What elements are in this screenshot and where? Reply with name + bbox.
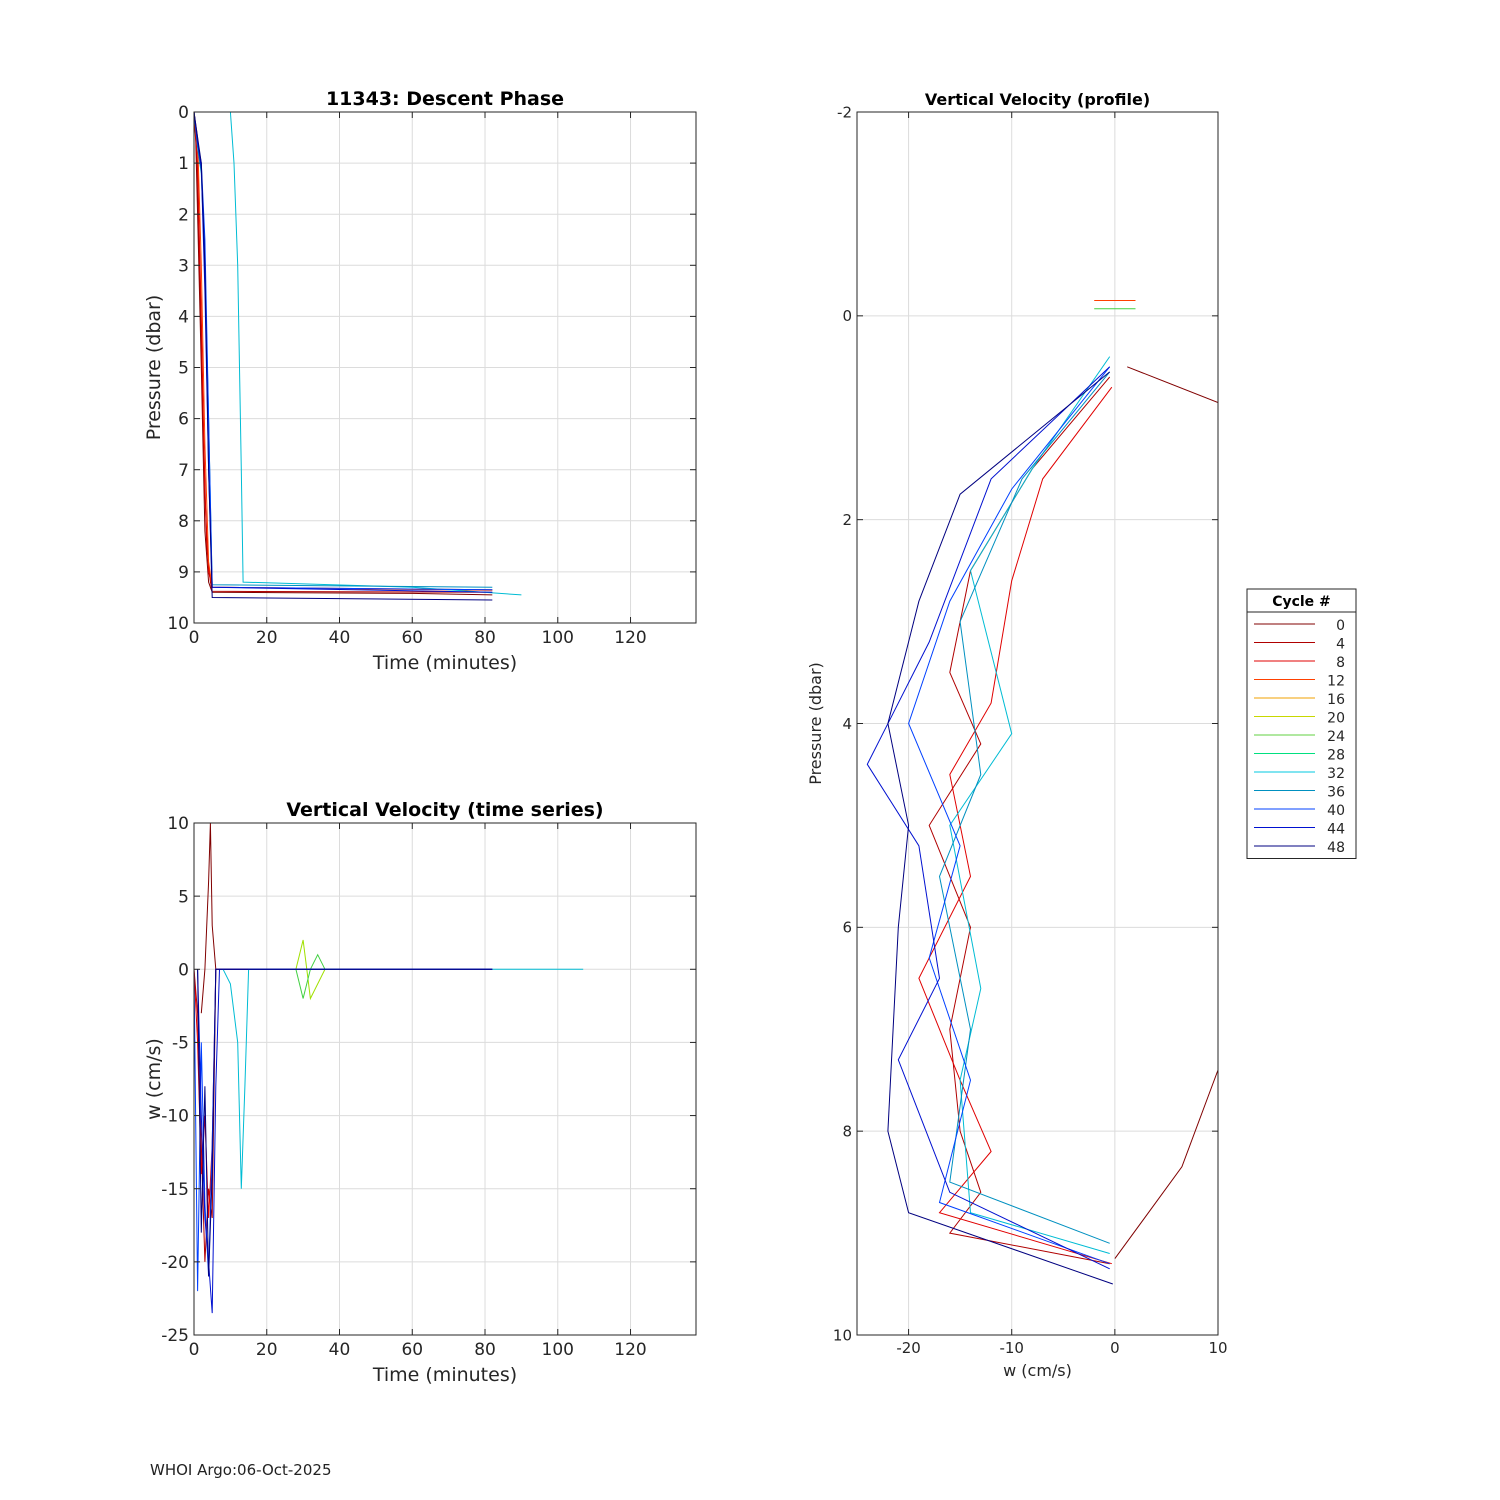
axes-frame (193, 822, 697, 1336)
x-tick-label: 40 (329, 1340, 351, 1360)
x-tick-label: 60 (401, 1340, 423, 1360)
legend-label-cycle-28: 28 (1327, 748, 1345, 764)
x-tick-label: 0 (189, 628, 200, 648)
x-tick-label: 120 (614, 1340, 646, 1360)
x-tick-label: 60 (401, 628, 423, 648)
y-tick-label: 0 (178, 103, 189, 123)
descent-phase-axes: 0 20 40 60 80 100 120 0 1 2 3 4 5 6 7 8 9 10 11343: Descen… (143, 88, 697, 674)
legend-label-cycle-16: 16 (1327, 692, 1345, 708)
legend-label-cycle-0: 0 (1336, 618, 1345, 634)
x-axis-label: Time (minutes) (372, 652, 517, 674)
axes-background (194, 823, 696, 1335)
x-tick-label: 80 (474, 1340, 496, 1360)
x-tick-label: 10 (1208, 1339, 1227, 1357)
legend-title: Cycle # (1272, 594, 1331, 610)
x-tick-label: 120 (614, 628, 646, 648)
y-tick-label: 10 (833, 1326, 852, 1344)
x-tick-label: 100 (542, 1340, 574, 1360)
y-tick-label: 7 (178, 461, 189, 481)
x-tick-label: 100 (542, 628, 574, 648)
series-line-cycle-0b (1114, 1069, 1218, 1259)
y-axis-label: Pressure (dbar) (806, 662, 825, 785)
x-tick-label: 0 (1110, 1339, 1120, 1357)
chart-title: Vertical Velocity (time series) (286, 799, 603, 821)
y-tick-label: 4 (178, 308, 189, 328)
y-tick-label: 3 (178, 256, 189, 276)
x-tick-label: 40 (329, 628, 351, 648)
legend-label-cycle-12: 12 (1327, 674, 1345, 690)
y-tick-label: 5 (178, 887, 189, 907)
y-tick-label: 6 (178, 410, 189, 430)
legend-label-cycle-4: 4 (1336, 637, 1345, 653)
series-group (866, 300, 1218, 1285)
series-line-cycle-40 (908, 366, 1111, 1265)
series-line-cycle-48 (197, 968, 493, 1277)
x-tick-label: -20 (896, 1339, 921, 1357)
legend-label-cycle-24: 24 (1327, 729, 1345, 745)
y-tick-label: 1 (178, 154, 189, 174)
y-tick-label: -15 (161, 1180, 189, 1200)
series-line-cycle-36 (938, 371, 1111, 1244)
series-line-cycle-44 (197, 968, 493, 1314)
legend-label-cycle-48: 48 (1327, 840, 1345, 856)
y-tick-label: 2 (842, 511, 852, 529)
footer-date: 06-Oct-2025 (237, 1461, 332, 1479)
y-tick-label: -2 (837, 103, 852, 121)
y-axis-label: Pressure (dbar) (143, 295, 165, 441)
x-axis-label: Time (minutes) (372, 1364, 517, 1386)
y-tick-label: 4 (842, 715, 852, 733)
series-line-cycle-8 (918, 386, 1113, 1265)
y-tick-label: 2 (178, 205, 189, 225)
y-tick-label: -5 (172, 1034, 189, 1054)
series-line-cycle-48 (194, 112, 493, 601)
x-tick-label: -10 (999, 1339, 1024, 1357)
legend-box (1246, 588, 1357, 859)
legend-label-cycle-8: 8 (1336, 655, 1345, 671)
series-line-cycle-0 (194, 112, 493, 596)
x-tick-label: 80 (474, 628, 496, 648)
y-tick-label: -20 (161, 1253, 189, 1273)
series-line-cycle-44 (866, 366, 1111, 1270)
x-tick-label: 0 (189, 1340, 200, 1360)
footer-stamp: WHOI Argo:06-Oct-2025 (150, 1461, 332, 1479)
y-tick-label: -25 (161, 1326, 189, 1346)
y-tick-label: 9 (178, 563, 189, 583)
x-tick-label: 20 (256, 628, 278, 648)
y-axis-label: w (cm/s) (143, 1038, 165, 1120)
y-tick-label: -10 (161, 1107, 189, 1127)
series-line-cycle-48 (887, 371, 1113, 1285)
y-tick-label: 0 (178, 960, 189, 980)
x-axis-label: w (cm/s) (1003, 1361, 1072, 1380)
x-tick-label: 20 (256, 1340, 278, 1360)
legend-label-cycle-32: 32 (1327, 766, 1345, 782)
chart-title: 11343: Descent Phase (326, 88, 564, 110)
y-tick-label: 10 (167, 814, 189, 834)
y-tick-label: 10 (167, 614, 189, 634)
series-group (194, 823, 584, 1314)
y-tick-label: 0 (842, 307, 852, 325)
legend-label-cycle-40: 40 (1327, 803, 1345, 819)
footer-agency: WHOI Argo (150, 1461, 232, 1479)
y-tick-label: 8 (842, 1123, 852, 1141)
y-tick-label: 5 (178, 359, 189, 379)
legend-label-cycle-20: 20 (1327, 711, 1345, 727)
velocity-time-series-axes: 0 20 40 60 80 100 120 10 5 0 -5 -10 -15 -20 -25 Vertica… (143, 799, 697, 1386)
legend-label-cycle-44: 44 (1327, 822, 1345, 838)
chart-title: Vertical Velocity (profile) (925, 90, 1150, 109)
y-tick-label: 8 (178, 512, 189, 532)
series-line-cycle-0 (1127, 366, 1218, 403)
y-tick-label: 6 (842, 919, 852, 937)
legend-label-cycle-36: 36 (1327, 785, 1345, 801)
